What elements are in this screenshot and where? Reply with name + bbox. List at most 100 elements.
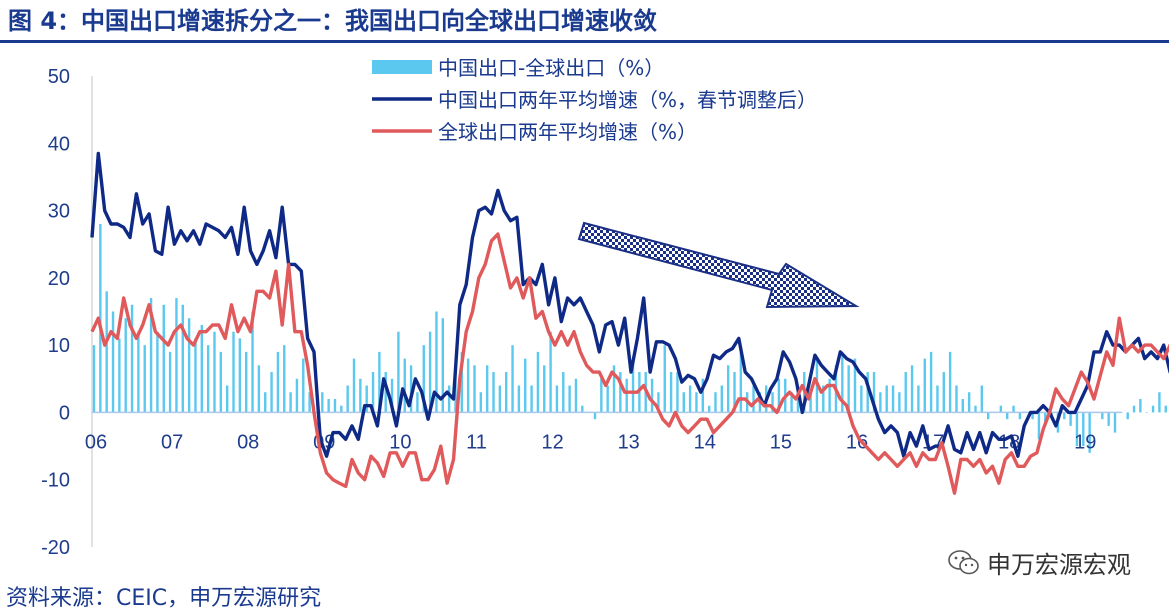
bar [1005, 412, 1009, 420]
bar [1145, 412, 1148, 413]
bar [137, 331, 140, 413]
wechat-icon [948, 549, 979, 574]
bar [130, 304, 134, 413]
bar [118, 338, 121, 413]
bar [517, 385, 521, 413]
bar [99, 224, 102, 413]
bar [688, 385, 692, 413]
bar [225, 385, 229, 413]
bar [390, 378, 394, 413]
bar [1088, 412, 1091, 453]
bar [948, 351, 952, 413]
bar [428, 331, 432, 413]
bar [422, 345, 425, 413]
bar [543, 365, 546, 413]
y-tick-label: 10 [48, 335, 70, 357]
legend-label: 中国出口两年平均增速（%，春节调整后） [438, 88, 817, 112]
bar [676, 372, 679, 413]
bar [669, 372, 673, 413]
x-tick-label: 11 [466, 431, 487, 453]
bar [891, 385, 895, 413]
x-tick-label: 10 [389, 431, 411, 453]
trend-arrow [577, 221, 860, 309]
bar [549, 331, 552, 413]
legend-label: 全球出口两年平均增速（%） [438, 120, 697, 144]
line-china-export-growth [90, 151, 1169, 458]
bar [720, 385, 724, 413]
x-tick-label: 12 [541, 431, 563, 453]
bar [92, 345, 96, 413]
bar [796, 385, 800, 413]
bar [302, 358, 305, 413]
bar [295, 378, 299, 413]
bar [270, 372, 273, 413]
bar [1132, 405, 1136, 413]
watermark: 申万宏源宏观 [947, 545, 1131, 580]
bar [378, 351, 381, 413]
legend: 中国出口-全球出口（%） 中国出口两年平均增速（%，春节调整后） 全球出口两年平均增… [372, 56, 817, 144]
bar [1063, 412, 1066, 420]
bar [492, 372, 495, 413]
bar [149, 298, 153, 413]
bar [156, 331, 159, 413]
bar [986, 412, 990, 420]
bar [910, 365, 914, 413]
bar [574, 378, 578, 413]
bar [479, 392, 483, 413]
bar [162, 304, 165, 413]
bar [498, 385, 502, 413]
y-axis-ticks: -20 -10 0 10 20 30 40 50 [41, 66, 70, 559]
bar [346, 385, 349, 413]
bar [777, 378, 781, 413]
bar [219, 351, 223, 413]
bar [105, 291, 108, 413]
bar [606, 385, 609, 413]
bar [1012, 405, 1015, 413]
bar [701, 378, 704, 413]
bar [872, 372, 876, 413]
bar [187, 318, 191, 413]
y-tick-label: 50 [48, 66, 70, 88]
bar [466, 358, 470, 413]
bar [1037, 412, 1041, 440]
bar [485, 365, 489, 413]
bar [898, 392, 901, 413]
bar [904, 372, 907, 413]
bar [194, 338, 197, 413]
x-tick-label: 14 [694, 431, 716, 453]
bar [714, 392, 717, 413]
bar [283, 345, 286, 413]
line-series [90, 151, 1169, 495]
bar [251, 311, 254, 413]
bar [822, 385, 825, 413]
bar [1082, 412, 1085, 447]
bar [942, 372, 945, 413]
bar [562, 372, 565, 413]
bar [308, 392, 311, 413]
bar [181, 304, 184, 413]
bar [682, 392, 685, 413]
bar [1126, 412, 1129, 420]
bar [244, 351, 248, 413]
bar [511, 345, 514, 413]
bar [447, 385, 451, 413]
x-tick-label: 13 [618, 431, 640, 453]
bar [289, 392, 292, 413]
bar [232, 331, 235, 413]
bar [175, 298, 178, 413]
title-divider [0, 40, 1169, 43]
bar [809, 392, 812, 413]
bar [929, 351, 933, 413]
bar [460, 351, 464, 413]
figure-title: 图 4：中国出口增速拆分之一：我国出口向全球出口增速收敛 [8, 7, 658, 35]
bar [860, 385, 863, 413]
bar [524, 358, 527, 413]
bar [847, 365, 850, 413]
bar [276, 351, 280, 413]
bar [663, 345, 666, 413]
bar [359, 378, 362, 413]
bar [530, 385, 533, 413]
bar [384, 372, 387, 413]
bar [955, 385, 958, 413]
